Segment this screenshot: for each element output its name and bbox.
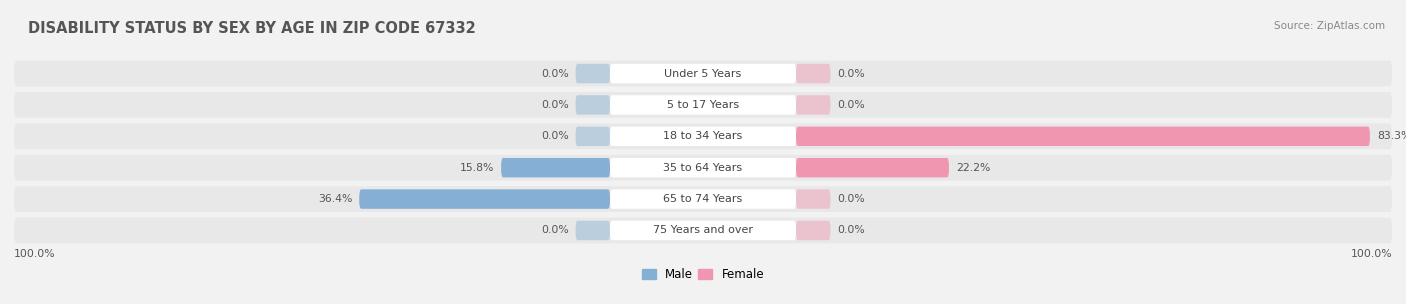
Text: 0.0%: 0.0%	[838, 68, 865, 78]
Text: 5 to 17 Years: 5 to 17 Years	[666, 100, 740, 110]
Text: 0.0%: 0.0%	[541, 68, 568, 78]
FancyBboxPatch shape	[14, 186, 1392, 212]
Text: 65 to 74 Years: 65 to 74 Years	[664, 194, 742, 204]
FancyBboxPatch shape	[575, 95, 610, 115]
Text: 0.0%: 0.0%	[838, 194, 865, 204]
FancyBboxPatch shape	[575, 64, 610, 83]
FancyBboxPatch shape	[14, 218, 1392, 243]
FancyBboxPatch shape	[575, 221, 610, 240]
FancyBboxPatch shape	[610, 95, 796, 115]
Text: 83.3%: 83.3%	[1376, 131, 1406, 141]
FancyBboxPatch shape	[14, 123, 1392, 149]
Text: 0.0%: 0.0%	[541, 100, 568, 110]
FancyBboxPatch shape	[610, 158, 796, 178]
FancyBboxPatch shape	[575, 126, 610, 146]
FancyBboxPatch shape	[796, 95, 831, 115]
Text: 75 Years and over: 75 Years and over	[652, 226, 754, 236]
Text: 15.8%: 15.8%	[460, 163, 495, 173]
FancyBboxPatch shape	[14, 92, 1392, 118]
FancyBboxPatch shape	[796, 221, 831, 240]
Text: 100.0%: 100.0%	[14, 249, 56, 259]
Text: 0.0%: 0.0%	[838, 100, 865, 110]
Text: Source: ZipAtlas.com: Source: ZipAtlas.com	[1274, 21, 1385, 31]
FancyBboxPatch shape	[796, 64, 831, 83]
Legend: Male, Female: Male, Female	[637, 264, 769, 286]
FancyBboxPatch shape	[610, 189, 796, 209]
Text: 36.4%: 36.4%	[318, 194, 353, 204]
FancyBboxPatch shape	[610, 64, 796, 83]
FancyBboxPatch shape	[610, 221, 796, 240]
Text: Under 5 Years: Under 5 Years	[665, 68, 741, 78]
Text: 0.0%: 0.0%	[838, 226, 865, 236]
FancyBboxPatch shape	[359, 189, 610, 209]
FancyBboxPatch shape	[501, 158, 610, 178]
FancyBboxPatch shape	[610, 126, 796, 146]
Text: DISABILITY STATUS BY SEX BY AGE IN ZIP CODE 67332: DISABILITY STATUS BY SEX BY AGE IN ZIP C…	[28, 21, 475, 36]
Text: 18 to 34 Years: 18 to 34 Years	[664, 131, 742, 141]
FancyBboxPatch shape	[14, 61, 1392, 86]
Text: 0.0%: 0.0%	[541, 131, 568, 141]
FancyBboxPatch shape	[14, 155, 1392, 181]
FancyBboxPatch shape	[796, 158, 949, 178]
Text: 0.0%: 0.0%	[541, 226, 568, 236]
FancyBboxPatch shape	[796, 189, 831, 209]
Text: 35 to 64 Years: 35 to 64 Years	[664, 163, 742, 173]
FancyBboxPatch shape	[796, 126, 1369, 146]
Text: 100.0%: 100.0%	[1350, 249, 1392, 259]
Text: 22.2%: 22.2%	[956, 163, 990, 173]
